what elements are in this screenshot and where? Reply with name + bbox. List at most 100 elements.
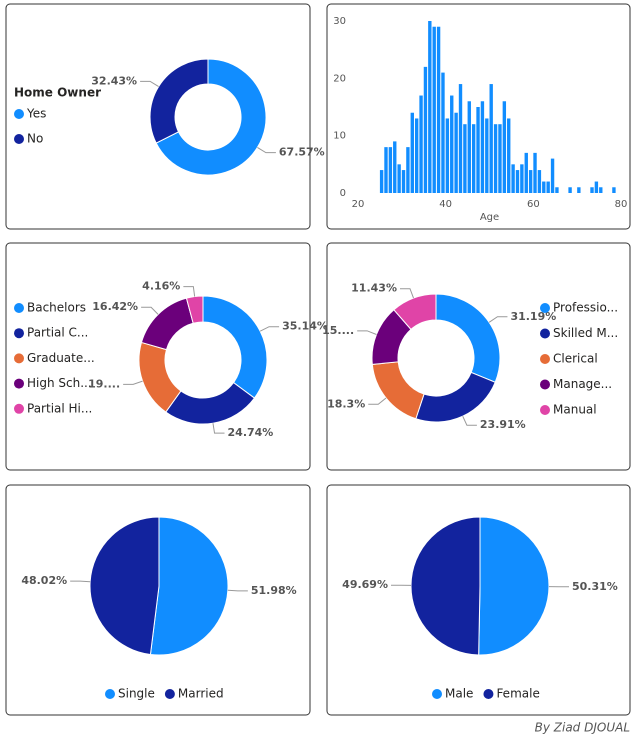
- legend-label: Male: [445, 687, 473, 701]
- legend-marker: [14, 109, 24, 119]
- bar: [493, 124, 498, 193]
- legend-label: Bachelors: [27, 301, 86, 315]
- bar: [590, 187, 594, 193]
- legend-label: High Sch...: [27, 376, 92, 390]
- slice: [185, 295, 204, 324]
- bar: [507, 118, 511, 193]
- legend-marker: [164, 689, 175, 699]
- legend-label: Clerical: [553, 352, 598, 366]
- bar: [594, 181, 599, 193]
- legend-marker: [540, 303, 550, 313]
- bar: [450, 95, 454, 193]
- data-label: 67.57%: [279, 146, 325, 159]
- bar: [480, 101, 485, 193]
- leader-line: [123, 380, 143, 385]
- legend-marker: [14, 134, 24, 144]
- bar: [502, 101, 507, 193]
- bar: [401, 170, 406, 193]
- x-tick-label: 40: [439, 199, 452, 210]
- legend-marker: [14, 378, 24, 389]
- bar: [397, 164, 401, 193]
- slice: [89, 516, 160, 656]
- legend-label: Manual: [553, 403, 597, 417]
- bar: [515, 170, 520, 193]
- bar: [458, 84, 463, 193]
- legend-label: No: [27, 132, 43, 146]
- legend-label: Manage...: [553, 377, 612, 391]
- legend-marker: [540, 405, 550, 415]
- x-tick-label: 60: [527, 199, 540, 210]
- bar: [454, 112, 458, 193]
- bar: [393, 141, 397, 193]
- leader-line: [357, 330, 377, 335]
- legend-marker: [483, 689, 494, 699]
- y-tick-label: 0: [340, 188, 346, 199]
- y-tick-label: 10: [333, 131, 346, 142]
- x-tick-label: 80: [615, 199, 628, 210]
- bar: [511, 164, 515, 193]
- leader-line: [257, 146, 276, 154]
- data-label: 19....: [88, 377, 120, 390]
- data-label: 48.02%: [21, 574, 67, 587]
- data-label: 31.19%: [510, 310, 556, 323]
- bar: [379, 170, 384, 193]
- bar: [406, 147, 410, 193]
- bar: [463, 124, 467, 193]
- y-tick-label: 30: [333, 16, 346, 27]
- slice: [202, 295, 268, 399]
- legend-marker: [105, 689, 115, 699]
- slice: [478, 516, 550, 656]
- legend-marker: [540, 379, 550, 390]
- legend-marker: [14, 353, 24, 364]
- legend-marker: [14, 303, 24, 313]
- data-label: 51.98%: [251, 584, 297, 597]
- slice: [149, 58, 209, 144]
- legend-marker: [14, 403, 24, 414]
- data-label: 24.74%: [228, 426, 274, 439]
- data-label: 32.43%: [91, 74, 137, 87]
- slice: [149, 516, 229, 656]
- bar: [467, 101, 471, 193]
- bar: [436, 26, 441, 193]
- legend-label: Skilled M...: [553, 326, 618, 340]
- data-label: 18.3%: [327, 397, 365, 410]
- leader-line: [212, 423, 225, 434]
- legend-marker: [432, 689, 442, 699]
- slice: [155, 58, 267, 176]
- legend-label: Professio...: [553, 301, 618, 315]
- legend-label: Graduate...: [27, 351, 95, 365]
- bar: [577, 187, 581, 193]
- bar: [498, 124, 502, 193]
- x-axis-title: Age: [480, 212, 499, 223]
- bar: [384, 147, 388, 193]
- data-label: 50.31%: [572, 580, 618, 593]
- legend-label: Female: [496, 687, 539, 701]
- legend-marker: [540, 354, 550, 364]
- legend-marker: [14, 328, 24, 339]
- leader-line: [70, 580, 91, 583]
- bar: [520, 164, 524, 193]
- data-label: 23.91%: [480, 418, 526, 431]
- leader-line: [462, 415, 477, 426]
- data-label: 35.14%: [282, 320, 328, 333]
- leader-line: [140, 80, 159, 88]
- bar: [419, 95, 423, 193]
- leader-line: [368, 397, 387, 405]
- legend-label: Yes: [26, 107, 46, 121]
- data-label: 49.69%: [342, 578, 388, 591]
- legend-label: Partial Hi...: [27, 401, 92, 415]
- x-tick-label: 20: [352, 199, 365, 210]
- bar: [445, 118, 450, 193]
- bar: [555, 187, 559, 193]
- bar: [537, 170, 542, 193]
- legend-marker: [540, 328, 550, 339]
- data-label: 16.42%: [92, 300, 138, 313]
- bar: [432, 26, 436, 193]
- leader-line: [488, 316, 508, 323]
- bar: [550, 158, 555, 193]
- bar: [533, 152, 537, 193]
- legend-title: Home Owner: [14, 86, 101, 100]
- data-label: 4.16%: [142, 280, 180, 293]
- footer: By Ziad DJOUAL: [535, 721, 630, 735]
